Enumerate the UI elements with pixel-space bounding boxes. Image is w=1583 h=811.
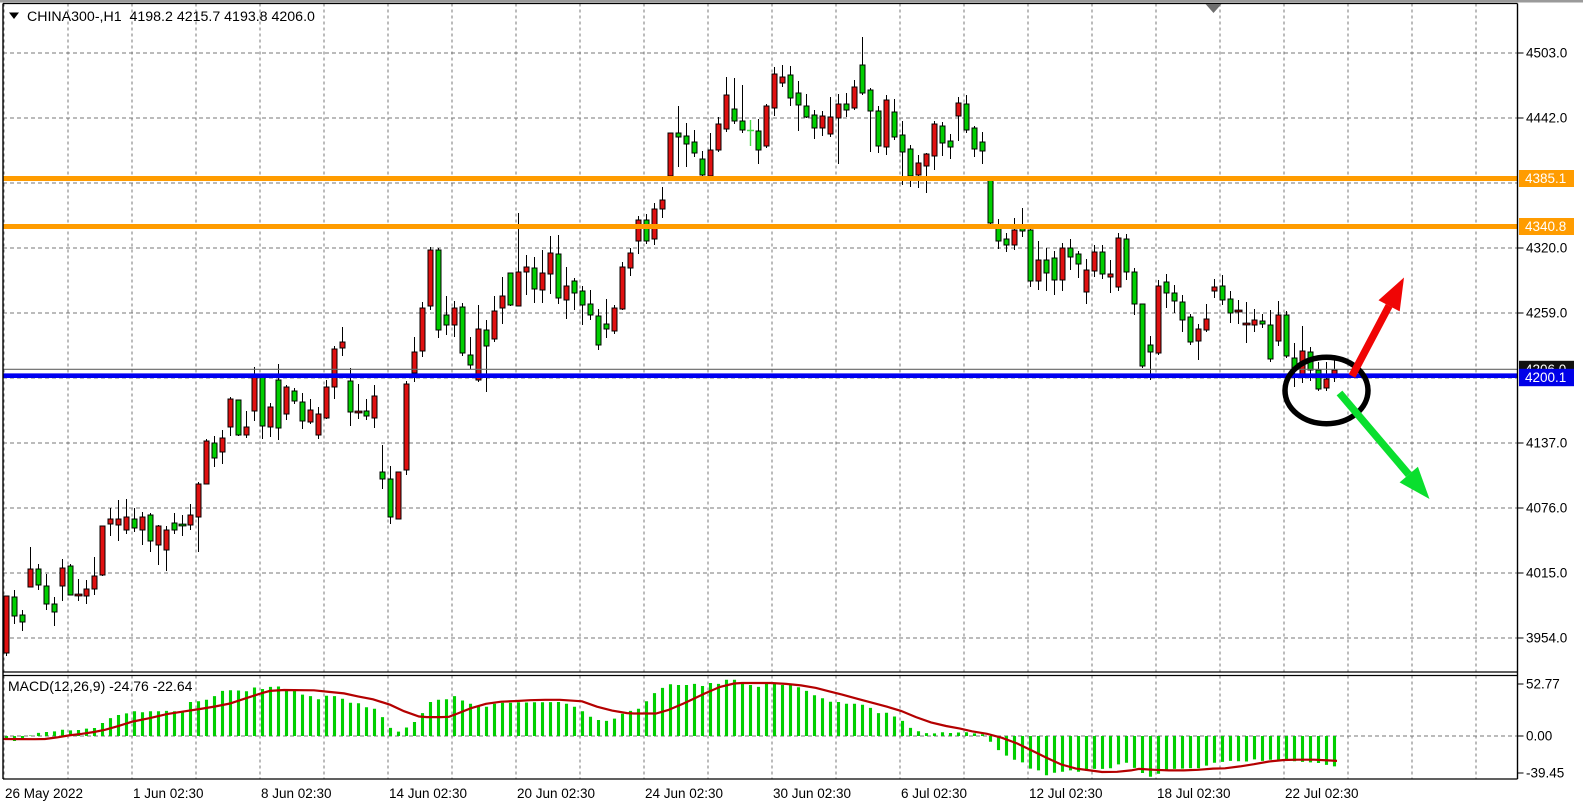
svg-text:24 Jun 02:30: 24 Jun 02:30 xyxy=(645,786,723,801)
svg-text:4385.1: 4385.1 xyxy=(1525,171,1566,186)
svg-text:8 Jun 02:30: 8 Jun 02:30 xyxy=(261,786,332,801)
svg-text:4503.0: 4503.0 xyxy=(1526,46,1567,61)
svg-text:4200.1: 4200.1 xyxy=(1525,370,1566,385)
svg-text:14 Jun 02:30: 14 Jun 02:30 xyxy=(389,786,467,801)
svg-text:MACD(12,26,9) -24.76 -22.64: MACD(12,26,9) -24.76 -22.64 xyxy=(8,678,193,694)
svg-text:3954.0: 3954.0 xyxy=(1526,631,1567,646)
svg-text:0.00: 0.00 xyxy=(1526,729,1552,744)
svg-text:4015.0: 4015.0 xyxy=(1526,566,1567,581)
svg-text:6 Jul 02:30: 6 Jul 02:30 xyxy=(901,786,967,801)
svg-text:52.77: 52.77 xyxy=(1526,677,1560,692)
svg-text:4259.0: 4259.0 xyxy=(1526,306,1567,321)
svg-text:1 Jun 02:30: 1 Jun 02:30 xyxy=(133,786,204,801)
svg-text:12 Jul 02:30: 12 Jul 02:30 xyxy=(1029,786,1103,801)
svg-text:4340.8: 4340.8 xyxy=(1525,219,1566,234)
svg-text:4076.0: 4076.0 xyxy=(1526,501,1567,516)
svg-text:20 Jun 02:30: 20 Jun 02:30 xyxy=(517,786,595,801)
svg-text:4137.0: 4137.0 xyxy=(1526,436,1567,451)
svg-text:22 Jul 02:30: 22 Jul 02:30 xyxy=(1285,786,1359,801)
svg-text:-39.45: -39.45 xyxy=(1526,766,1564,781)
svg-text:4442.0: 4442.0 xyxy=(1526,111,1567,126)
svg-text:CHINA300-,H1 4198.2 4215.7 41: CHINA300-,H1 4198.2 4215.7 4193.8 4206.0 xyxy=(27,9,315,25)
svg-text:4320.0: 4320.0 xyxy=(1526,241,1567,256)
svg-text:30 Jun 02:30: 30 Jun 02:30 xyxy=(773,786,851,801)
svg-text:26 May 2022: 26 May 2022 xyxy=(5,786,83,801)
svg-text:18 Jul 02:30: 18 Jul 02:30 xyxy=(1157,786,1231,801)
